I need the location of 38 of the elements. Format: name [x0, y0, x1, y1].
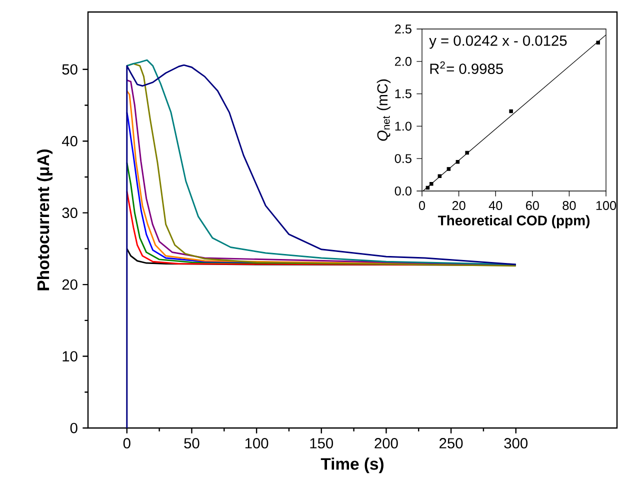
x-tick-label: 40: [488, 201, 502, 210]
x-tick-label: 100: [596, 201, 616, 210]
x-tick-label: 100: [245, 438, 268, 448]
point: [465, 150, 469, 155]
y-axis-title: Photocurrent (μA): [36, 150, 52, 290]
y-tick-label: 40: [62, 136, 78, 146]
x-tick-label: 300: [504, 438, 528, 448]
y-tick-label: 0.0: [394, 186, 412, 196]
y-tick-label: 10: [62, 351, 78, 362]
annotation: y = 0.0242 x - 0.0125: [429, 35, 567, 49]
x-tick-label: 50: [184, 438, 200, 448]
y-tick-label: 20: [62, 279, 78, 290]
x-axis-title: Theoretical COD (ppm): [438, 215, 590, 228]
y-tick-label: 0: [70, 422, 78, 434]
point: [430, 182, 434, 186]
y-tick-label: 0.5: [394, 154, 412, 164]
y-tick-label: 1.5: [395, 89, 412, 98]
y-tick-label: 2.5: [394, 24, 412, 34]
point: [509, 109, 513, 114]
x-axis-title: Time (s): [320, 458, 384, 474]
x-tick-label: 0: [418, 201, 426, 210]
y-axis-title: Q$_{net}$ (mC): [376, 79, 391, 141]
x-tick-label: 60: [526, 201, 539, 210]
point: [456, 160, 460, 164]
x-tick-label: 80: [562, 201, 576, 210]
x-tick-label: 150: [310, 438, 334, 448]
y-tick-label: 50: [62, 64, 78, 75]
x-tick-label: 20: [452, 201, 466, 210]
x-tick-label: 200: [374, 438, 398, 448]
x-tick-label: 250: [440, 438, 463, 448]
y-tick-label: 1.0: [395, 122, 412, 131]
point: [438, 174, 442, 178]
y-tick-label: 2.0: [394, 56, 412, 66]
y-tick-label: 30: [62, 208, 78, 218]
point: [596, 40, 600, 44]
annotation: R$^{2}$= 0.9985: [430, 61, 503, 74]
point: [446, 167, 451, 171]
x-tick-label: 0: [123, 438, 130, 448]
